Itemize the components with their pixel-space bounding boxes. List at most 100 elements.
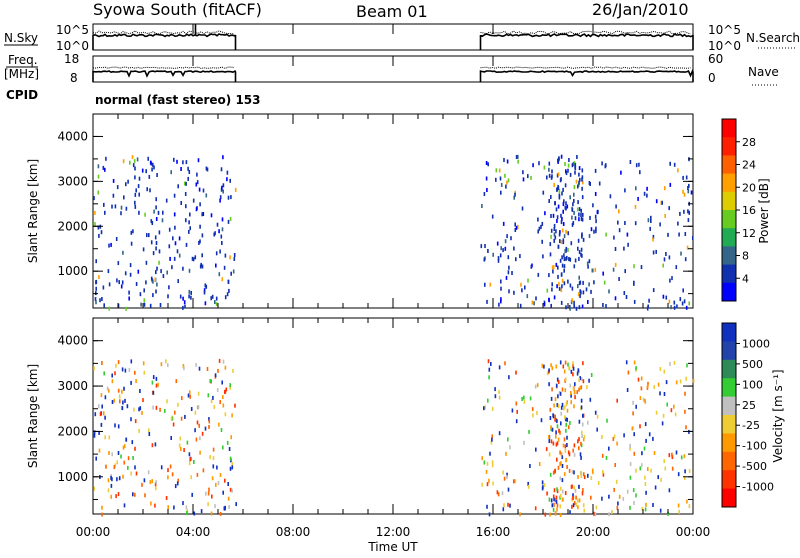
echo-cell [119, 399, 121, 404]
echo-cell [134, 465, 136, 470]
colorbar-tick-label: 100 [742, 378, 763, 391]
echo-cell [572, 448, 574, 453]
echo-cell [188, 170, 191, 174]
echo-cell [502, 507, 505, 512]
echo-cell [577, 368, 580, 373]
echo-cell [581, 491, 584, 496]
echo-cell [560, 493, 562, 498]
range-tick-label: 3000 [57, 379, 88, 393]
echo-cell [529, 396, 532, 401]
echo-cell [135, 188, 137, 193]
echo-cell [211, 294, 214, 299]
echo-cell [102, 165, 105, 170]
echo-cell [639, 424, 641, 429]
echo-cell [544, 512, 547, 517]
echo-cell [205, 284, 208, 289]
echo-cell [587, 300, 589, 304]
echo-cell [677, 503, 680, 508]
echo-cell [574, 170, 576, 175]
echo-cell [154, 442, 157, 447]
echo-cell [634, 221, 637, 226]
echo-cell [563, 405, 566, 410]
echo-cell [624, 188, 626, 193]
echo-cell [514, 228, 517, 232]
echo-cell [94, 222, 96, 227]
echo-cell [574, 166, 577, 171]
echo-cell [210, 213, 213, 218]
echo-cell [155, 217, 158, 221]
colorbar-tick-label: 1000 [742, 337, 770, 350]
echo-cell [556, 507, 558, 512]
echo-cell [577, 292, 580, 297]
echo-cell [131, 155, 134, 160]
echo-cell [594, 267, 597, 272]
range-tick-label: 1000 [57, 264, 88, 278]
echo-cell [196, 180, 199, 185]
echo-cell [172, 236, 174, 241]
echo-cell [483, 460, 486, 465]
echo-cell [116, 460, 118, 465]
echo-cell [206, 167, 209, 172]
echo-cell [637, 377, 640, 382]
echo-cell [125, 206, 128, 211]
echo-cell [587, 264, 589, 269]
echo-cell [557, 394, 559, 399]
x-axis: 00:00 04:00 08:00 12:00 16:00 20:00 00:00 [76, 24, 710, 539]
echo-cell [182, 266, 184, 271]
echo-cell [495, 168, 498, 173]
echo-cell [565, 422, 567, 427]
echo-cell [210, 296, 212, 301]
echo-cell [503, 503, 505, 508]
echo-cell [564, 162, 566, 166]
echo-cell [668, 255, 671, 260]
echo-cell [625, 295, 628, 299]
echo-cell [201, 253, 203, 258]
echo-cell [580, 217, 583, 221]
echo-cell [536, 411, 538, 415]
echo-cell [144, 212, 146, 217]
echo-cell [183, 181, 186, 186]
echo-cell [492, 252, 494, 257]
echo-cell [679, 297, 682, 302]
echo-cell [555, 364, 558, 369]
echo-cell [652, 250, 655, 255]
echo-cell [675, 450, 678, 455]
echo-cell [155, 480, 158, 485]
echo-cell [574, 488, 577, 493]
echo-cell [550, 228, 553, 233]
echo-cell [631, 426, 634, 431]
echo-cell [556, 457, 558, 462]
echo-cell [180, 416, 183, 421]
echo-cell [580, 252, 582, 257]
echo-cell [650, 219, 652, 223]
echo-cell [581, 217, 584, 222]
echo-cell [674, 412, 677, 417]
echo-cell [103, 202, 105, 207]
echo-cell [508, 375, 510, 380]
echo-cell [683, 209, 685, 214]
echo-cell [117, 261, 120, 266]
noise-left-tick-top: 10^5 [56, 23, 89, 37]
echo-cell [215, 251, 218, 256]
echo-cell [564, 444, 567, 449]
echo-cell [483, 192, 486, 196]
echo-cell [182, 160, 184, 165]
echo-cell [563, 234, 566, 239]
echo-cell [485, 469, 488, 474]
echo-cell [669, 161, 671, 166]
echo-cell [93, 366, 95, 371]
echo-cell [643, 446, 646, 451]
echo-cell [552, 470, 555, 475]
echo-cell [515, 370, 517, 375]
echo-cell [138, 192, 140, 197]
echo-cell [553, 183, 555, 187]
echo-cell [481, 456, 483, 461]
echo-cell [614, 247, 617, 251]
date-title: 26/Jan/2010 [592, 0, 689, 19]
echo-cell [174, 225, 176, 230]
echo-cell [679, 211, 681, 216]
echo-cell [633, 299, 636, 304]
echo-cell [220, 167, 223, 172]
echo-cell [507, 178, 510, 183]
echo-cell [551, 366, 554, 371]
